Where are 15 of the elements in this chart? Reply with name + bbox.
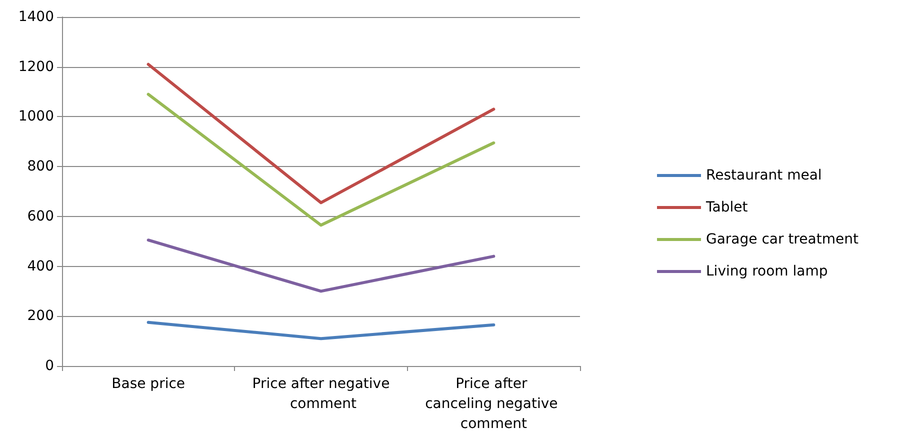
legend-label: Garage car treatment (706, 232, 859, 248)
y-tick-label: 600 (27, 208, 54, 224)
x-tick-label: Price after canceling negative comment (425, 376, 562, 432)
y-tick-label: 1000 (18, 108, 54, 125)
legend-label: Living room lamp (706, 264, 828, 280)
x-tick-label: Price after negative comment (252, 376, 390, 412)
legend-label: Restaurant meal (706, 168, 822, 184)
y-tick-label: 800 (27, 158, 54, 175)
y-tick-label: 400 (27, 258, 54, 274)
y-tick-label: 200 (27, 308, 54, 324)
legend-label: Tablet (705, 200, 748, 216)
y-tick-label: 0 (45, 358, 54, 374)
x-tick-label: Base price (112, 376, 186, 392)
y-tick-label: 1400 (18, 9, 54, 25)
y-tick-label: 1200 (18, 58, 54, 75)
